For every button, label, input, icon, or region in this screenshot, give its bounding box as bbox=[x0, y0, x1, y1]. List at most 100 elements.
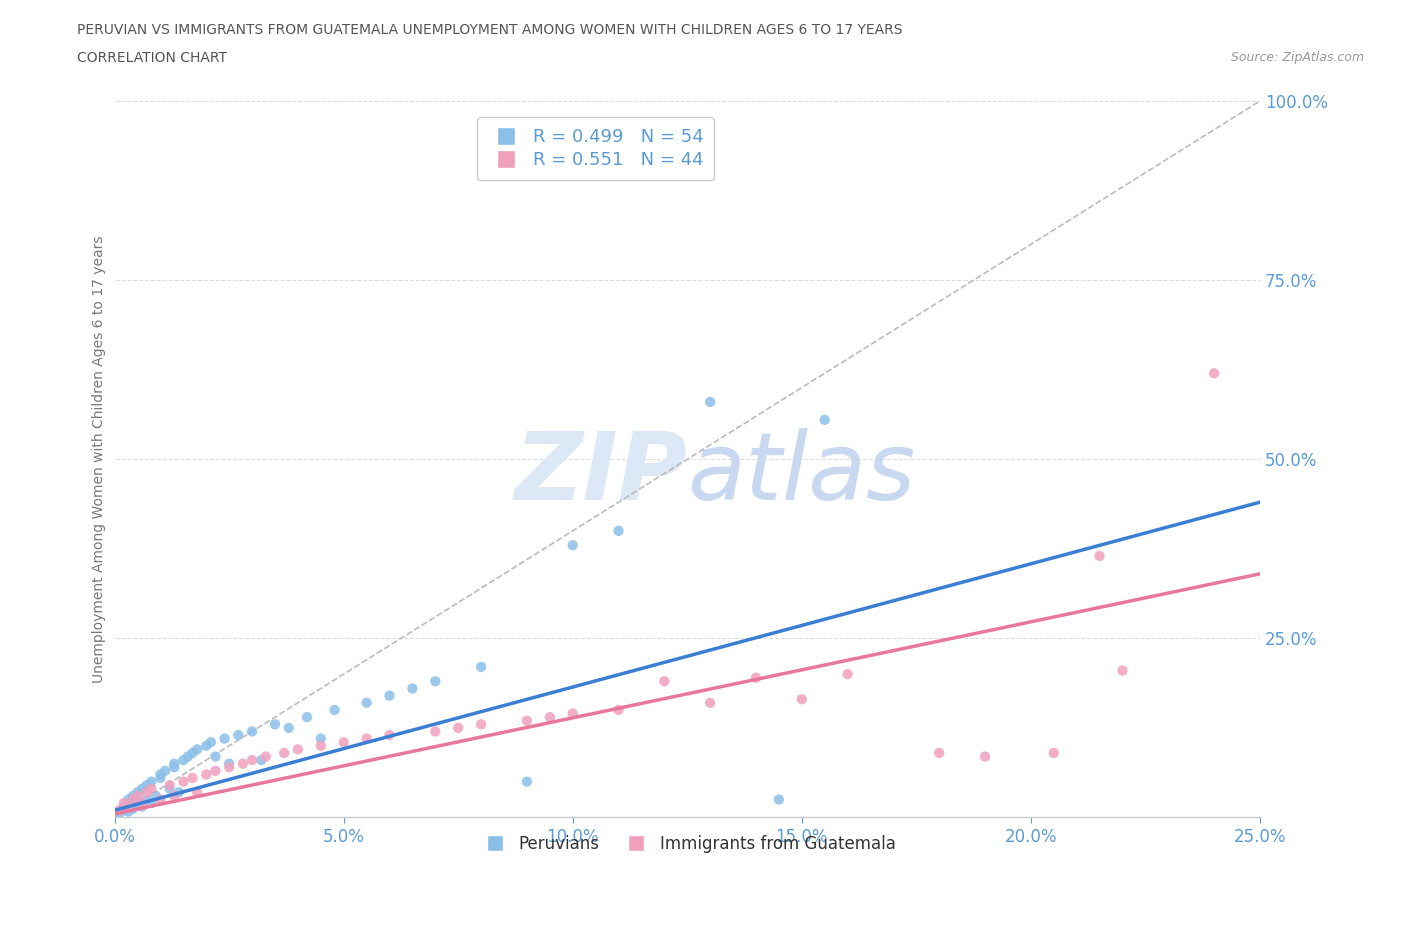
Point bbox=[149, 767, 172, 782]
Point bbox=[790, 692, 813, 707]
Point bbox=[145, 789, 167, 804]
Point bbox=[122, 802, 145, 817]
Point bbox=[141, 796, 163, 811]
Point bbox=[264, 717, 287, 732]
Point bbox=[131, 781, 153, 796]
Point bbox=[356, 731, 378, 746]
Text: ZIP: ZIP bbox=[515, 428, 688, 520]
Point bbox=[228, 727, 250, 742]
Point bbox=[186, 785, 208, 800]
Legend: Peruvians, Immigrants from Guatemala: Peruvians, Immigrants from Guatemala bbox=[472, 828, 903, 859]
Point bbox=[108, 803, 131, 817]
Point bbox=[654, 674, 676, 689]
Point bbox=[699, 696, 721, 711]
Point bbox=[131, 799, 153, 814]
Point bbox=[1202, 365, 1225, 380]
Point bbox=[112, 803, 135, 817]
Point bbox=[332, 735, 354, 750]
Point bbox=[117, 796, 139, 811]
Point bbox=[240, 752, 263, 767]
Text: Source: ZipAtlas.com: Source: ZipAtlas.com bbox=[1230, 51, 1364, 64]
Text: atlas: atlas bbox=[688, 428, 915, 519]
Point bbox=[159, 781, 181, 796]
Point bbox=[287, 742, 309, 757]
Point bbox=[356, 696, 378, 711]
Point bbox=[181, 771, 204, 786]
Point bbox=[131, 796, 153, 811]
Point bbox=[378, 688, 401, 703]
Point bbox=[127, 797, 149, 812]
Point bbox=[163, 756, 186, 771]
Point bbox=[323, 702, 346, 717]
Point bbox=[195, 738, 218, 753]
Point bbox=[127, 794, 149, 809]
Point bbox=[117, 799, 139, 814]
Point bbox=[204, 749, 226, 764]
Point bbox=[218, 760, 240, 775]
Point bbox=[149, 771, 172, 786]
Point bbox=[204, 764, 226, 778]
Point bbox=[218, 756, 240, 771]
Point bbox=[254, 749, 277, 764]
Point bbox=[295, 710, 318, 724]
Point bbox=[425, 674, 447, 689]
Point bbox=[447, 721, 470, 736]
Point bbox=[1088, 549, 1111, 564]
Point bbox=[1111, 663, 1133, 678]
Point bbox=[240, 724, 263, 738]
Point bbox=[699, 394, 721, 409]
Point bbox=[640, 144, 662, 159]
Point bbox=[172, 752, 194, 767]
Point bbox=[172, 774, 194, 789]
Point bbox=[470, 717, 492, 732]
Point bbox=[181, 746, 204, 761]
Point bbox=[112, 796, 135, 811]
Point bbox=[814, 412, 837, 427]
Point bbox=[378, 727, 401, 742]
Point bbox=[768, 792, 790, 807]
Point bbox=[214, 731, 236, 746]
Point bbox=[273, 746, 295, 761]
Point bbox=[117, 804, 139, 819]
Text: PERUVIAN VS IMMIGRANTS FROM GUATEMALA UNEMPLOYMENT AMONG WOMEN WITH CHILDREN AGE: PERUVIAN VS IMMIGRANTS FROM GUATEMALA UN… bbox=[77, 23, 903, 37]
Point bbox=[177, 749, 200, 764]
Point bbox=[163, 760, 186, 775]
Point bbox=[141, 781, 163, 796]
Point bbox=[1042, 746, 1064, 761]
Point bbox=[401, 681, 423, 696]
Point bbox=[561, 538, 583, 552]
Point bbox=[607, 702, 630, 717]
Point bbox=[538, 710, 561, 724]
Point bbox=[108, 806, 131, 821]
Point bbox=[309, 731, 332, 746]
Point bbox=[159, 777, 181, 792]
Point bbox=[516, 774, 538, 789]
Point bbox=[135, 792, 157, 807]
Point bbox=[200, 735, 222, 750]
Point bbox=[141, 774, 163, 789]
Point bbox=[167, 785, 190, 800]
Point bbox=[516, 713, 538, 728]
Point bbox=[127, 785, 149, 800]
Point bbox=[607, 524, 630, 538]
Point bbox=[127, 789, 149, 804]
Point bbox=[974, 749, 997, 764]
Point bbox=[561, 706, 583, 721]
Point bbox=[122, 792, 145, 807]
Point bbox=[112, 799, 135, 814]
Point bbox=[153, 764, 176, 778]
Point bbox=[135, 785, 157, 800]
Point bbox=[745, 671, 768, 685]
Point bbox=[135, 777, 157, 792]
Point bbox=[470, 659, 492, 674]
Point bbox=[928, 746, 950, 761]
Point bbox=[250, 752, 273, 767]
Point bbox=[149, 792, 172, 807]
Point bbox=[309, 738, 332, 753]
Point bbox=[117, 792, 139, 807]
Point bbox=[186, 742, 208, 757]
Point bbox=[122, 789, 145, 804]
Point bbox=[277, 721, 299, 736]
Y-axis label: Unemployment Among Women with Children Ages 6 to 17 years: Unemployment Among Women with Children A… bbox=[93, 235, 107, 683]
Point bbox=[425, 724, 447, 738]
